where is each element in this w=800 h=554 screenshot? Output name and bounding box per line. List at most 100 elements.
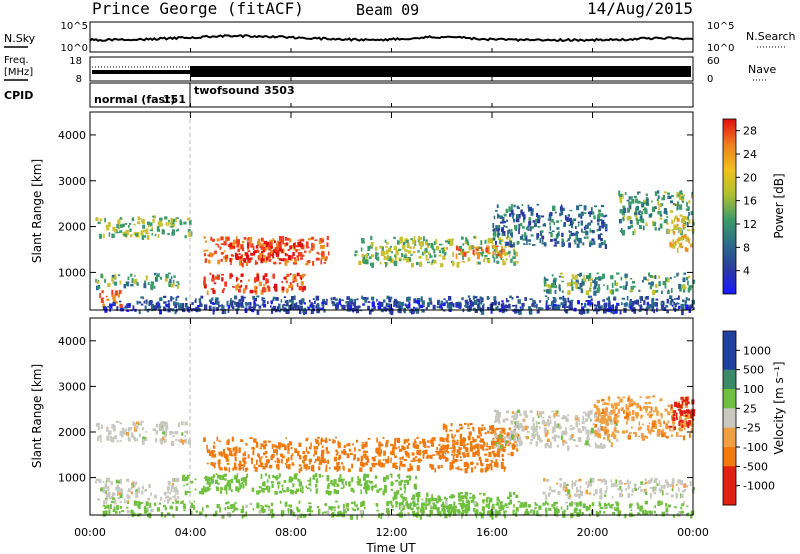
- heatmap-cell: [138, 309, 141, 315]
- heatmap-cell: [673, 276, 676, 278]
- heatmap-cell: [603, 414, 606, 419]
- heatmap-cell: [466, 452, 470, 457]
- heatmap-cell: [659, 217, 663, 220]
- heatmap-cell: [608, 439, 611, 443]
- heatmap-cell: [659, 399, 663, 402]
- heatmap-cell: [619, 285, 623, 289]
- heatmap-cell: [566, 505, 569, 511]
- power-colorbar-tick-label: 16: [743, 195, 757, 208]
- heatmap-cell: [159, 218, 163, 224]
- heatmap-cell: [566, 240, 569, 242]
- heatmap-cell: [522, 217, 525, 223]
- heatmap-cell: [692, 409, 696, 413]
- heatmap-cell: [150, 492, 152, 496]
- heatmap-cell: [161, 229, 165, 235]
- heatmap-cell: [612, 304, 614, 310]
- heatmap-cell: [286, 302, 289, 306]
- heatmap-cell: [589, 409, 593, 413]
- heatmap-cell: [629, 432, 632, 434]
- heatmap-cell: [312, 298, 315, 300]
- heatmap-cell: [395, 494, 398, 500]
- heatmap-cell: [95, 480, 97, 484]
- heatmap-cell: [654, 477, 657, 484]
- heatmap-cell: [393, 305, 395, 307]
- heatmap-cell: [457, 261, 461, 264]
- heatmap-cell: [111, 437, 115, 443]
- heatmap-cell: [297, 488, 300, 492]
- heatmap-cell: [691, 243, 694, 248]
- heatmap-cell: [117, 274, 121, 277]
- heatmap-cell: [303, 463, 307, 469]
- heatmap-cell: [619, 510, 621, 515]
- heatmap-cell: [677, 408, 682, 411]
- heatmap-cell: [469, 496, 472, 499]
- heatmap-cell: [514, 412, 517, 416]
- heatmap-cell: [385, 246, 388, 248]
- heatmap-cell: [206, 486, 210, 492]
- heatmap-cell: [510, 258, 513, 263]
- heatmap-cell: [664, 408, 668, 412]
- heatmap-cell: [276, 449, 278, 455]
- heatmap-cell: [228, 479, 232, 482]
- heatmap-cell: [536, 237, 539, 240]
- heatmap-cell: [568, 242, 571, 248]
- heatmap-cell: [258, 281, 262, 287]
- heatmap-cell: [585, 489, 588, 495]
- heatmap-cell: [105, 490, 107, 494]
- heatmap-cell: [480, 427, 484, 431]
- heatmap-cell: [119, 430, 123, 436]
- heatmap-cell: [492, 302, 495, 306]
- heatmap-cell: [308, 458, 312, 463]
- heatmap-cell: [272, 249, 276, 254]
- heatmap-cell: [399, 259, 402, 262]
- heatmap-cell: [682, 299, 685, 303]
- heatmap-cell: [362, 297, 367, 300]
- heatmap-cell: [605, 407, 608, 412]
- heatmap-cell: [148, 483, 151, 488]
- heatmap-cell: [504, 245, 507, 248]
- heatmap-cell: [511, 297, 514, 300]
- heatmap-cell: [661, 301, 664, 303]
- heatmap-cell: [377, 306, 382, 310]
- heatmap-cell: [622, 285, 625, 290]
- heatmap-cell: [691, 193, 693, 199]
- heatmap-cell: [500, 465, 504, 469]
- heatmap-cell: [382, 436, 385, 439]
- heatmap-cell: [493, 296, 497, 301]
- heatmap-cell: [169, 430, 173, 435]
- heatmap-cell: [370, 235, 373, 240]
- heatmap-cell: [686, 221, 689, 227]
- heatmap-cell: [159, 309, 162, 315]
- heatmap-cell: [499, 444, 503, 449]
- heatmap-cell: [461, 297, 463, 300]
- heatmap-cell: [551, 274, 554, 277]
- heatmap-cell: [378, 459, 381, 463]
- heatmap-cell: [638, 486, 641, 489]
- heatmap-cell: [554, 285, 557, 289]
- heatmap-cell: [116, 505, 119, 511]
- heatmap-cell: [210, 236, 213, 241]
- heatmap-cell: [419, 449, 422, 454]
- heatmap-cell: [254, 285, 258, 292]
- heatmap-cell: [446, 509, 450, 513]
- heatmap-cell: [590, 278, 593, 281]
- heatmap-cell: [519, 414, 522, 416]
- heatmap-cell: [689, 410, 693, 415]
- heatmap-cell: [548, 445, 552, 448]
- heatmap-cell: [245, 254, 250, 260]
- heatmap-cell: [137, 503, 140, 508]
- heatmap-cell: [320, 453, 324, 459]
- heatmap-cell: [425, 254, 428, 259]
- heatmap-cell: [111, 233, 115, 238]
- heatmap-cell: [260, 237, 264, 242]
- heatmap-cell: [439, 263, 444, 268]
- heatmap-cell: [631, 488, 634, 493]
- heatmap-cell: [640, 414, 642, 419]
- heatmap-cell: [170, 284, 174, 288]
- heatmap-cell: [224, 254, 229, 260]
- heatmap-cell: [113, 492, 116, 496]
- heatmap-cell: [491, 514, 494, 520]
- heatmap-cell: [467, 257, 471, 262]
- heatmap-cell: [491, 445, 495, 449]
- heatmap-cell: [397, 248, 402, 251]
